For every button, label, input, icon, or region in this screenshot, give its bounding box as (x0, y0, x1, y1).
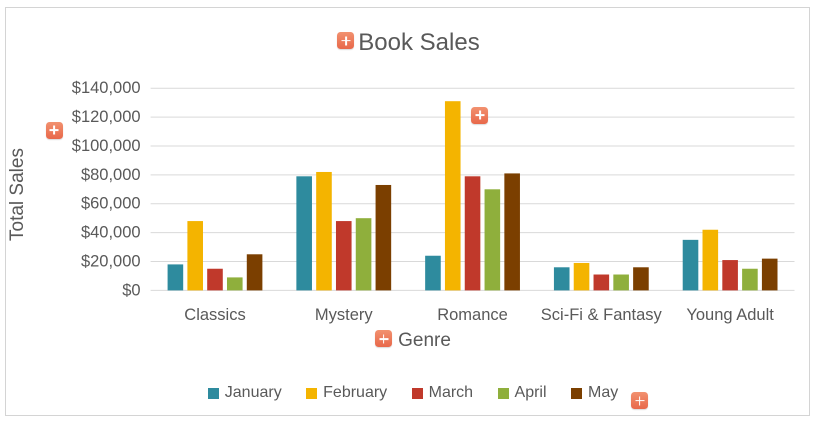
svg-text:$120,000: $120,000 (72, 108, 141, 126)
svg-text:Romance: Romance (437, 306, 508, 324)
svg-text:$60,000: $60,000 (81, 195, 141, 213)
svg-text:$140,000: $140,000 (72, 79, 141, 97)
svg-text:Mystery: Mystery (315, 306, 374, 324)
svg-text:$80,000: $80,000 (81, 166, 141, 184)
svg-text:$100,000: $100,000 (72, 137, 141, 155)
svg-text:$0: $0 (122, 281, 140, 299)
svg-text:Classics: Classics (184, 306, 245, 324)
svg-text:Young Adult: Young Adult (686, 306, 774, 324)
svg-text:$40,000: $40,000 (81, 224, 141, 242)
svg-text:Sci-Fi & Fantasy: Sci-Fi & Fantasy (541, 306, 663, 324)
svg-text:$20,000: $20,000 (81, 253, 141, 271)
